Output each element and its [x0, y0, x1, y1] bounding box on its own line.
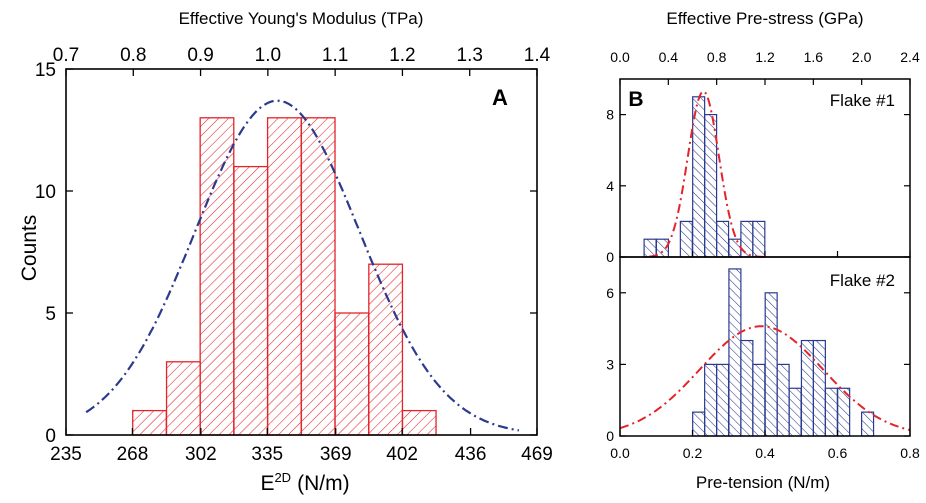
panel-a-x-tick-label-6: 436	[455, 444, 487, 465]
flake1-bar-0	[643, 238, 657, 258]
panel-a-fit-curve	[85, 99, 520, 432]
panel-a-top-tick-label-4: 1.1	[322, 45, 348, 66]
panel-a-y-tick-label-2: 10	[35, 182, 56, 203]
panel-a-top-tick-label-7: 1.4	[524, 45, 551, 66]
flake1-bar-3	[692, 96, 706, 258]
panel-a-bar-2	[199, 117, 235, 436]
panel-b-x-tick-label-0: 0.0	[610, 445, 630, 461]
panel-a-frame	[65, 68, 538, 436]
panel-a-top-tick-label-0: 0.7	[53, 45, 79, 66]
flake2-bar-1	[704, 363, 718, 437]
panel-b-top-tick-label-4: 1.6	[804, 49, 824, 65]
panel-b-top-tick-label-1: 0.4	[659, 49, 679, 65]
panel-a-y-tick-label-3: 15	[35, 60, 56, 81]
flake2-bar-7	[776, 363, 790, 437]
panel-a-y-axis-title: Counts	[18, 215, 41, 282]
panel-a-top-tick-label-1: 0.8	[120, 45, 146, 66]
panel-b-top-axis-title: Effective Pre-stress (GPa)	[666, 9, 863, 28]
panel-a-y-tick-label-0: 0	[45, 426, 56, 447]
flake2-bar-2	[716, 363, 730, 437]
flake2-bar-13	[861, 411, 875, 437]
flake2-bar-11	[824, 387, 838, 437]
panel-a-x-axis-title: E2D (N/m)	[260, 470, 349, 495]
flake2-bar-5	[752, 363, 766, 437]
panel-a-top-tick-label-5: 1.2	[389, 45, 415, 66]
panel-a-top-tick-label-2: 0.9	[187, 45, 213, 66]
panel-a-top-axis-title: Effective Young's Modulus (TPa)	[179, 9, 424, 28]
flake1-y-tick-label-0: 0	[606, 249, 614, 265]
flake1-bar-5	[716, 220, 730, 258]
flake2-bar-6	[764, 292, 778, 437]
panel-a-x-axis-title-main: E	[260, 472, 274, 495]
flake1-bar-7	[740, 220, 754, 258]
panel-b-x-tick-label-2: 0.4	[755, 445, 775, 461]
panel-a-y-tick-label-1: 5	[45, 304, 56, 325]
panel-a-x-tick-label-3: 335	[251, 444, 283, 465]
panel-b-x-tick-label-3: 0.6	[828, 445, 848, 461]
panel-a-x-axis-title-sup: 2D	[274, 470, 291, 485]
panel-a-x-axis-title-unit: (N/m)	[297, 472, 349, 495]
panel-b-top-tick-label-0: 0.0	[610, 49, 630, 65]
panel-a-bar-8	[401, 409, 437, 436]
flake1-bar-6	[728, 238, 742, 258]
flake2-y-tick-label-0: 0	[606, 428, 614, 444]
panel-b-x-axis-title: Pre-tension (N/m)	[696, 473, 830, 492]
panel-b-label: B	[628, 88, 643, 111]
flake2-y-tick-label-2: 6	[606, 285, 614, 301]
panel-a-top-tick-label-6: 1.3	[457, 45, 483, 66]
panel-a-bar-5	[300, 117, 336, 436]
panel-a-x-tick-label-0: 235	[50, 444, 82, 465]
panel-a-x-tick-label-5: 402	[386, 444, 418, 465]
flake1-bar-2	[679, 220, 693, 258]
panel-b-top-tick-label-6: 2.4	[900, 49, 920, 65]
flake2-bar-9	[800, 339, 814, 437]
panel-a-bar-0	[132, 409, 167, 436]
panel-b-top-tick-label-5: 2.0	[852, 49, 872, 65]
flake2-bar-0	[692, 411, 706, 437]
panel-a-bar-3	[233, 165, 269, 436]
panel-a-x-tick-label-2: 302	[185, 444, 217, 465]
panel-a-x-tick-label-1: 268	[117, 444, 149, 465]
flake2-bar-10	[812, 339, 826, 437]
panel-b-x-tick-label-1: 0.2	[683, 445, 703, 461]
flake1-y-tick-label-1: 4	[606, 178, 614, 194]
flake1-label: Flake #1	[830, 91, 895, 110]
panel-b-top-tick-label-2: 0.8	[707, 49, 727, 65]
flake2-bar-4	[740, 339, 754, 437]
flake2-bar-3	[728, 268, 742, 437]
panel-a-bar-4	[266, 117, 302, 436]
flake1-fit-curve	[648, 90, 765, 258]
panel-a-label: A	[492, 85, 508, 110]
panel-b-top-tick-label-3: 1.2	[755, 49, 775, 65]
panel-a-bar-7	[368, 263, 404, 436]
flake2-y-tick-label-1: 3	[606, 356, 614, 372]
panel-a-bar-6	[334, 312, 370, 436]
flake1-bar-8	[752, 220, 766, 258]
flake1-y-tick-label-2: 8	[606, 107, 614, 123]
panel-a-top-tick-label-3: 1.0	[255, 45, 281, 66]
panel-a-x-tick-label-7: 469	[521, 444, 553, 465]
panel-a-x-tick-label-4: 369	[320, 444, 352, 465]
panel-b-x-tick-label-4: 0.8	[900, 445, 920, 461]
flake2-bar-8	[788, 387, 802, 437]
flake2-label: Flake #2	[830, 271, 895, 290]
panel-a-bar-1	[165, 361, 201, 436]
flake2-fit-curve	[619, 325, 911, 431]
